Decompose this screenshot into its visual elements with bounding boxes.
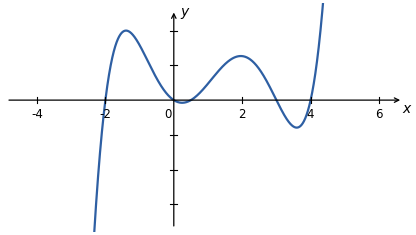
Text: 2: 2 [238, 108, 246, 121]
Text: -2: -2 [99, 108, 111, 121]
Text: y: y [180, 4, 188, 19]
Text: -4: -4 [31, 108, 43, 121]
Text: x: x [402, 102, 411, 116]
Text: 6: 6 [375, 108, 383, 121]
Text: 4: 4 [307, 108, 314, 121]
Text: 0: 0 [164, 108, 171, 121]
